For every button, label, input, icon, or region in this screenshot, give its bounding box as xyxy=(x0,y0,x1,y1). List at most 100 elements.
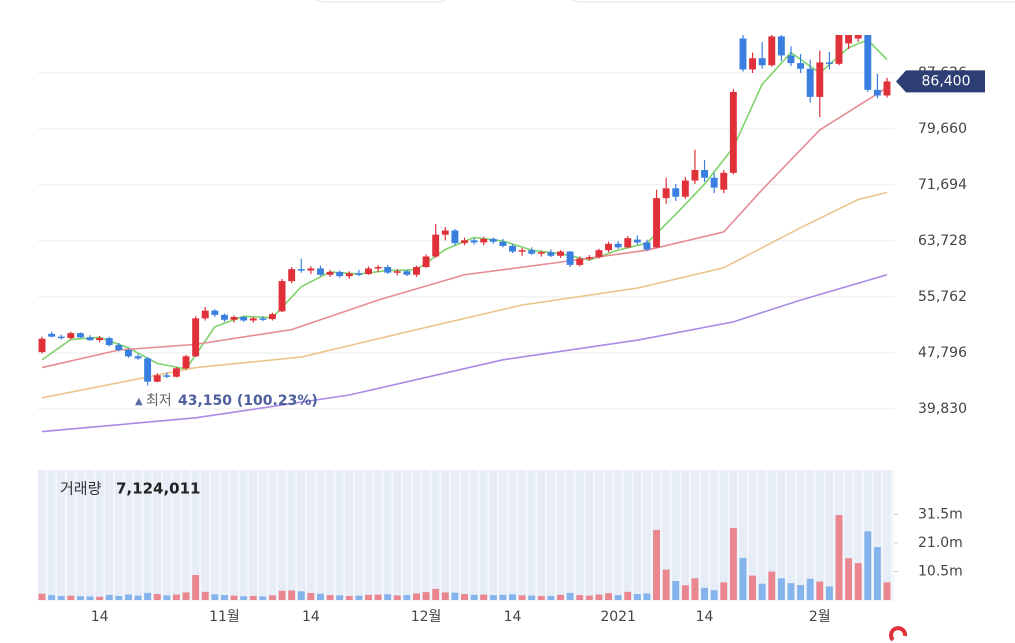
volume-bar xyxy=(643,593,651,600)
volume-bar xyxy=(57,595,65,600)
volume-bar xyxy=(749,575,757,600)
candle-body xyxy=(374,267,382,269)
volume-slot xyxy=(134,470,142,600)
y-tick-label: 79,660 xyxy=(918,121,967,137)
moving-average xyxy=(41,38,888,370)
search-box[interactable] xyxy=(312,0,450,3)
volume-bar xyxy=(182,592,190,600)
volume-slot xyxy=(460,470,469,600)
volume-bar xyxy=(259,596,267,600)
candle-body xyxy=(278,281,286,312)
candle-body xyxy=(806,68,814,97)
candle-body xyxy=(115,345,123,350)
candle-body xyxy=(509,245,516,252)
volume-slot xyxy=(662,470,670,600)
volume-bar xyxy=(633,594,641,600)
volume-bar xyxy=(413,593,420,600)
volume-slot xyxy=(191,470,200,600)
volume-bar xyxy=(557,594,564,600)
candle-body xyxy=(451,230,459,244)
y-tick-label: 71,694 xyxy=(918,177,967,193)
volume-slot xyxy=(355,470,363,600)
candle-body xyxy=(259,318,267,320)
candle-body xyxy=(124,350,132,357)
volume-slot xyxy=(806,470,814,600)
volume-bar xyxy=(518,595,526,600)
candle-body xyxy=(768,36,776,66)
volume-slot xyxy=(326,470,334,600)
candle-body xyxy=(825,62,833,64)
volume-slot xyxy=(691,470,699,600)
volume-bar xyxy=(797,585,805,600)
volume-bar xyxy=(461,594,468,600)
low-value: 43,150 (100.23%) xyxy=(178,393,318,409)
volume-slot xyxy=(115,470,123,600)
candle-body xyxy=(355,273,363,275)
volume-bar xyxy=(365,594,372,600)
volume-bar xyxy=(489,595,497,600)
candle-body xyxy=(153,375,161,382)
candle-body xyxy=(211,310,219,315)
volume-bar xyxy=(201,591,209,600)
candle-body xyxy=(230,316,238,320)
volume-bar xyxy=(614,595,622,600)
candle-body xyxy=(220,314,228,320)
volume-bar xyxy=(355,595,363,600)
moving-average xyxy=(41,273,888,433)
volume-slot xyxy=(153,470,162,600)
candle-body xyxy=(585,257,593,259)
candle-body xyxy=(489,238,497,242)
candle-body xyxy=(710,177,718,188)
volume-bar xyxy=(825,586,833,600)
candle-body xyxy=(268,314,276,320)
candle-body xyxy=(518,250,526,252)
candle-body xyxy=(470,240,478,243)
candle-body xyxy=(172,368,180,377)
candle-body xyxy=(845,35,853,44)
volume-bar xyxy=(758,583,766,600)
candle-body xyxy=(336,271,344,277)
candle-body xyxy=(432,234,440,257)
candle-body xyxy=(307,268,315,271)
search-box[interactable] xyxy=(568,0,1015,3)
candle-body xyxy=(326,271,334,275)
volume-slot xyxy=(825,470,834,600)
volume-bar xyxy=(566,592,574,600)
volume-bar xyxy=(710,590,718,600)
volume-slot xyxy=(758,470,766,600)
candle-body xyxy=(249,318,257,321)
volume-bar xyxy=(153,594,161,600)
volume-bar xyxy=(220,595,228,600)
volume-bar xyxy=(432,588,440,600)
volume-slot xyxy=(547,470,555,600)
volume-slot xyxy=(278,470,286,600)
volume-bar xyxy=(691,578,699,600)
candle-body xyxy=(864,35,872,90)
corner-icon[interactable] xyxy=(889,626,908,642)
volume-bar xyxy=(86,596,94,600)
volume-slot xyxy=(671,470,680,600)
volume-bar xyxy=(576,595,584,600)
volume-slot xyxy=(499,470,507,600)
volume-bar xyxy=(48,595,56,600)
candle-body xyxy=(57,336,65,339)
candle-body xyxy=(38,338,46,353)
candle-body xyxy=(624,238,632,248)
volume-bar xyxy=(144,592,152,600)
volume-slot xyxy=(297,470,306,600)
candle-body xyxy=(96,338,104,341)
candle-body xyxy=(288,269,296,282)
volume-tick-label: 10.5m xyxy=(918,564,963,580)
candle-body xyxy=(384,267,392,273)
volume-bar xyxy=(883,582,891,600)
volume-tick-label: 21.0m xyxy=(918,535,963,551)
volume-tick-label: 31.5m xyxy=(918,507,963,523)
volume-bar xyxy=(163,595,171,600)
volume-slot xyxy=(316,470,325,600)
candle-body xyxy=(134,356,142,359)
candle-body xyxy=(681,180,689,197)
volume-bar xyxy=(240,596,248,600)
volume-bar xyxy=(451,592,459,600)
volume-bar xyxy=(134,595,142,600)
volume-slot xyxy=(403,470,411,600)
